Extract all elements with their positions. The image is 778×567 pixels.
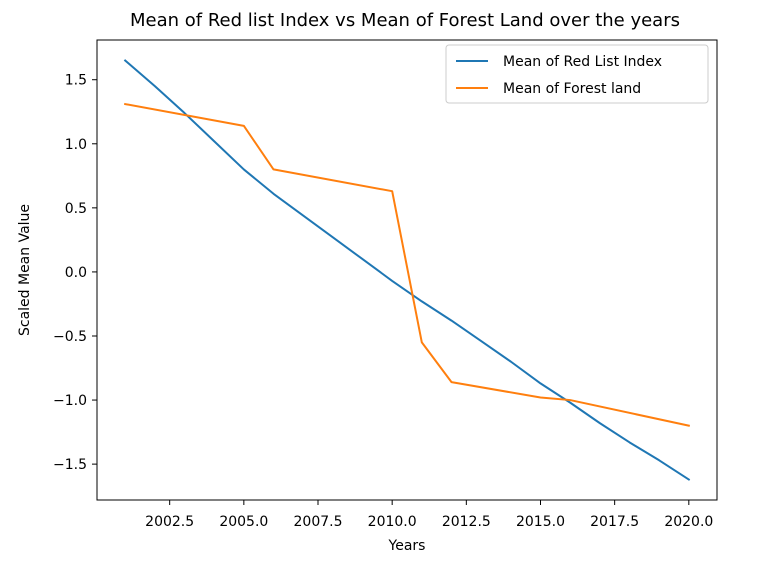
chart-title: Mean of Red list Index vs Mean of Forest…: [130, 10, 680, 31]
y-axis: −1.5 −1.0 −0.5 0.0 0.5 1.0 1.5: [53, 73, 97, 473]
x-tick-label: 2007.5: [294, 514, 343, 530]
x-tick-label: 2020.0: [664, 514, 713, 530]
y-tick-label: −1.0: [53, 393, 87, 409]
legend: Mean of Red List Index Mean of Forest lan…: [445, 44, 709, 104]
x-axis: 2002.5 2005.0 2007.5 2010.0 2012.5 2015.0 2017…: [145, 500, 713, 530]
x-tick-label: 2015.0: [516, 514, 565, 530]
y-tick-label: −1.5: [53, 457, 87, 473]
x-tick-label: 2005.0: [219, 514, 268, 530]
y-tick-label: 0.5: [65, 201, 87, 217]
x-tick-label: 2010.0: [368, 514, 417, 530]
y-tick-label: 1.0: [65, 137, 87, 153]
y-tick-label: −0.5: [53, 329, 87, 345]
series-layer: [123, 59, 691, 481]
legend-box: [445, 44, 709, 104]
legend-label-2: Mean of Forest land: [503, 81, 641, 97]
x-tick-label: 2012.5: [442, 514, 491, 530]
plot-frame: [96, 39, 718, 501]
y-tick-label: 0.0: [65, 265, 87, 281]
x-tick-label: 2002.5: [145, 514, 194, 530]
legend-label-1: Mean of Red List Index: [503, 54, 662, 70]
x-axis-label: Years: [388, 538, 426, 554]
x-tick-label: 2017.5: [590, 514, 639, 530]
y-tick-label: 1.5: [65, 73, 87, 89]
series-line-2: [124, 102, 691, 427]
y-axis-label: Scaled Mean Value: [17, 204, 33, 336]
series-line-1: [123, 59, 691, 481]
